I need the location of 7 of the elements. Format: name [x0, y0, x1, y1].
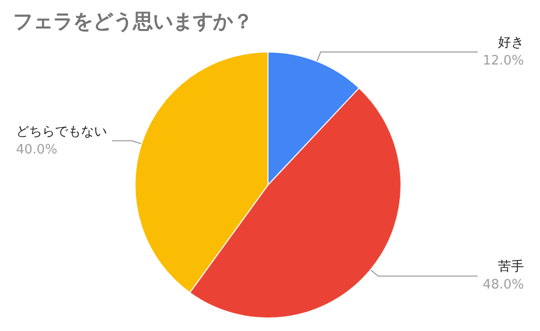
chart-title: フェラをどう思いますか？	[13, 9, 253, 33]
data-label: 48.0%	[482, 278, 524, 293]
data-label: 12.0%	[482, 54, 524, 69]
slice-label: 苦手	[498, 260, 524, 275]
data-label: 40.0%	[16, 142, 58, 158]
slice-label: どちらでもない	[16, 124, 107, 140]
slice-label: 好き	[498, 36, 524, 51]
